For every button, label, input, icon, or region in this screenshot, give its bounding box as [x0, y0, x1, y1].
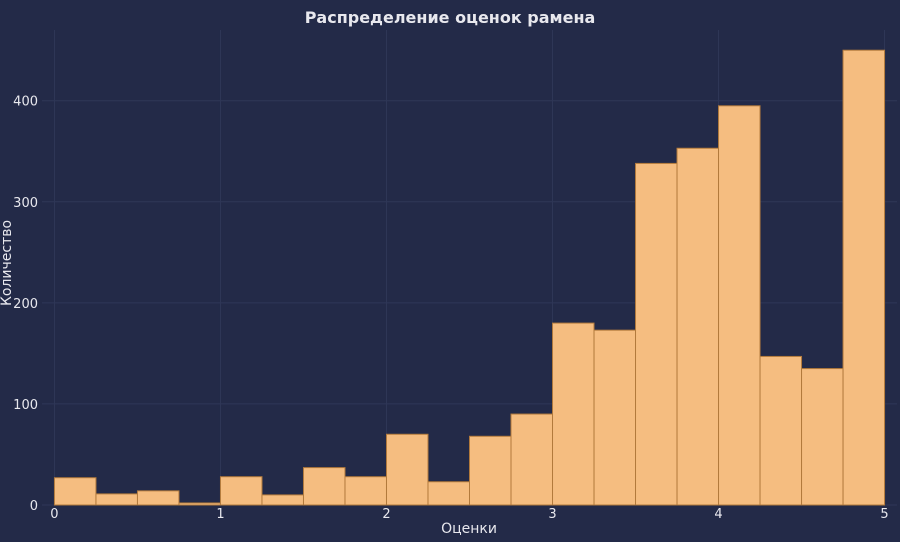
x-axis-ticks: 0 1 2 3 4 5 — [50, 507, 888, 522]
x-tick-label: 3 — [548, 507, 556, 522]
histogram-bar — [510, 413, 554, 506]
x-tick-label: 0 — [50, 507, 58, 522]
histogram-bar — [593, 329, 637, 506]
histogram-bar — [469, 435, 512, 506]
y-tick-label: 100 — [13, 398, 38, 413]
histogram-bar — [385, 433, 429, 506]
histogram-bar — [95, 493, 138, 506]
y-axis-ticks: 0 100 200 300 400 — [13, 95, 38, 514]
histogram-bar — [302, 467, 346, 506]
histogram-bar — [178, 502, 221, 506]
histogram-bar — [136, 490, 180, 506]
histogram-bar — [718, 105, 761, 506]
y-tick-label: 300 — [13, 196, 38, 211]
x-axis-label: Оценки — [441, 521, 497, 537]
y-axis-label: Количество — [0, 220, 15, 306]
histogram-bar — [261, 494, 304, 506]
histogram-bar — [427, 481, 471, 506]
x-tick-label: 4 — [714, 507, 722, 522]
histogram-bar — [552, 322, 595, 506]
histogram-bar — [53, 477, 97, 506]
x-tick-label: 5 — [880, 507, 888, 522]
histogram-bar — [344, 476, 387, 506]
histogram-bar — [759, 355, 803, 506]
histogram-bar — [635, 162, 678, 506]
histogram-bar — [219, 476, 263, 506]
y-tick-label: 0 — [30, 499, 38, 514]
histogram-bar — [842, 49, 886, 506]
bars — [53, 49, 886, 506]
x-tick-label: 1 — [216, 507, 224, 522]
y-tick-label: 200 — [13, 297, 38, 312]
x-tick-label: 2 — [382, 507, 390, 522]
chart-title: Распределение оценок рамена — [305, 8, 596, 27]
histogram-bar — [676, 147, 720, 506]
y-tick-label: 400 — [13, 95, 38, 110]
histogram-bar — [801, 368, 844, 506]
